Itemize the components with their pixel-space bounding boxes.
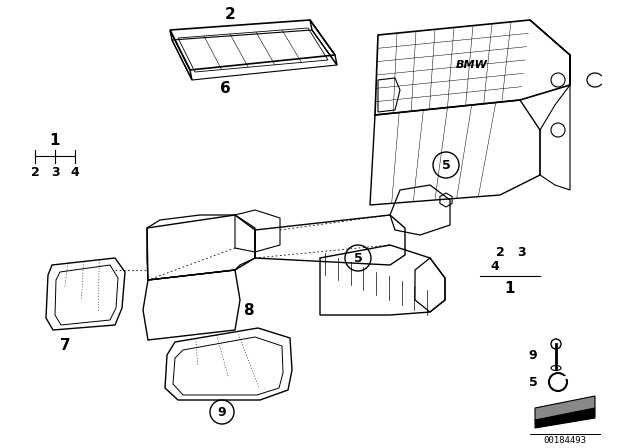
Text: 4: 4 <box>491 259 499 272</box>
Text: 8: 8 <box>243 302 253 318</box>
Text: 2: 2 <box>495 246 504 258</box>
Text: 1: 1 <box>50 133 60 147</box>
Text: 7: 7 <box>60 337 70 353</box>
Text: 4: 4 <box>70 165 79 178</box>
Text: 2: 2 <box>225 7 236 22</box>
Text: 2: 2 <box>31 165 40 178</box>
Text: 9: 9 <box>218 405 227 418</box>
Text: 3: 3 <box>518 246 526 258</box>
Polygon shape <box>535 408 595 428</box>
Text: 00184493: 00184493 <box>543 435 586 444</box>
Text: 6: 6 <box>220 81 230 95</box>
Text: 5: 5 <box>442 159 451 172</box>
Text: 9: 9 <box>529 349 538 362</box>
Text: 5: 5 <box>529 375 538 388</box>
Polygon shape <box>535 396 595 420</box>
Text: BMW: BMW <box>456 60 488 70</box>
Text: 1: 1 <box>505 280 515 296</box>
Text: 5: 5 <box>354 251 362 264</box>
Text: 3: 3 <box>51 165 60 178</box>
